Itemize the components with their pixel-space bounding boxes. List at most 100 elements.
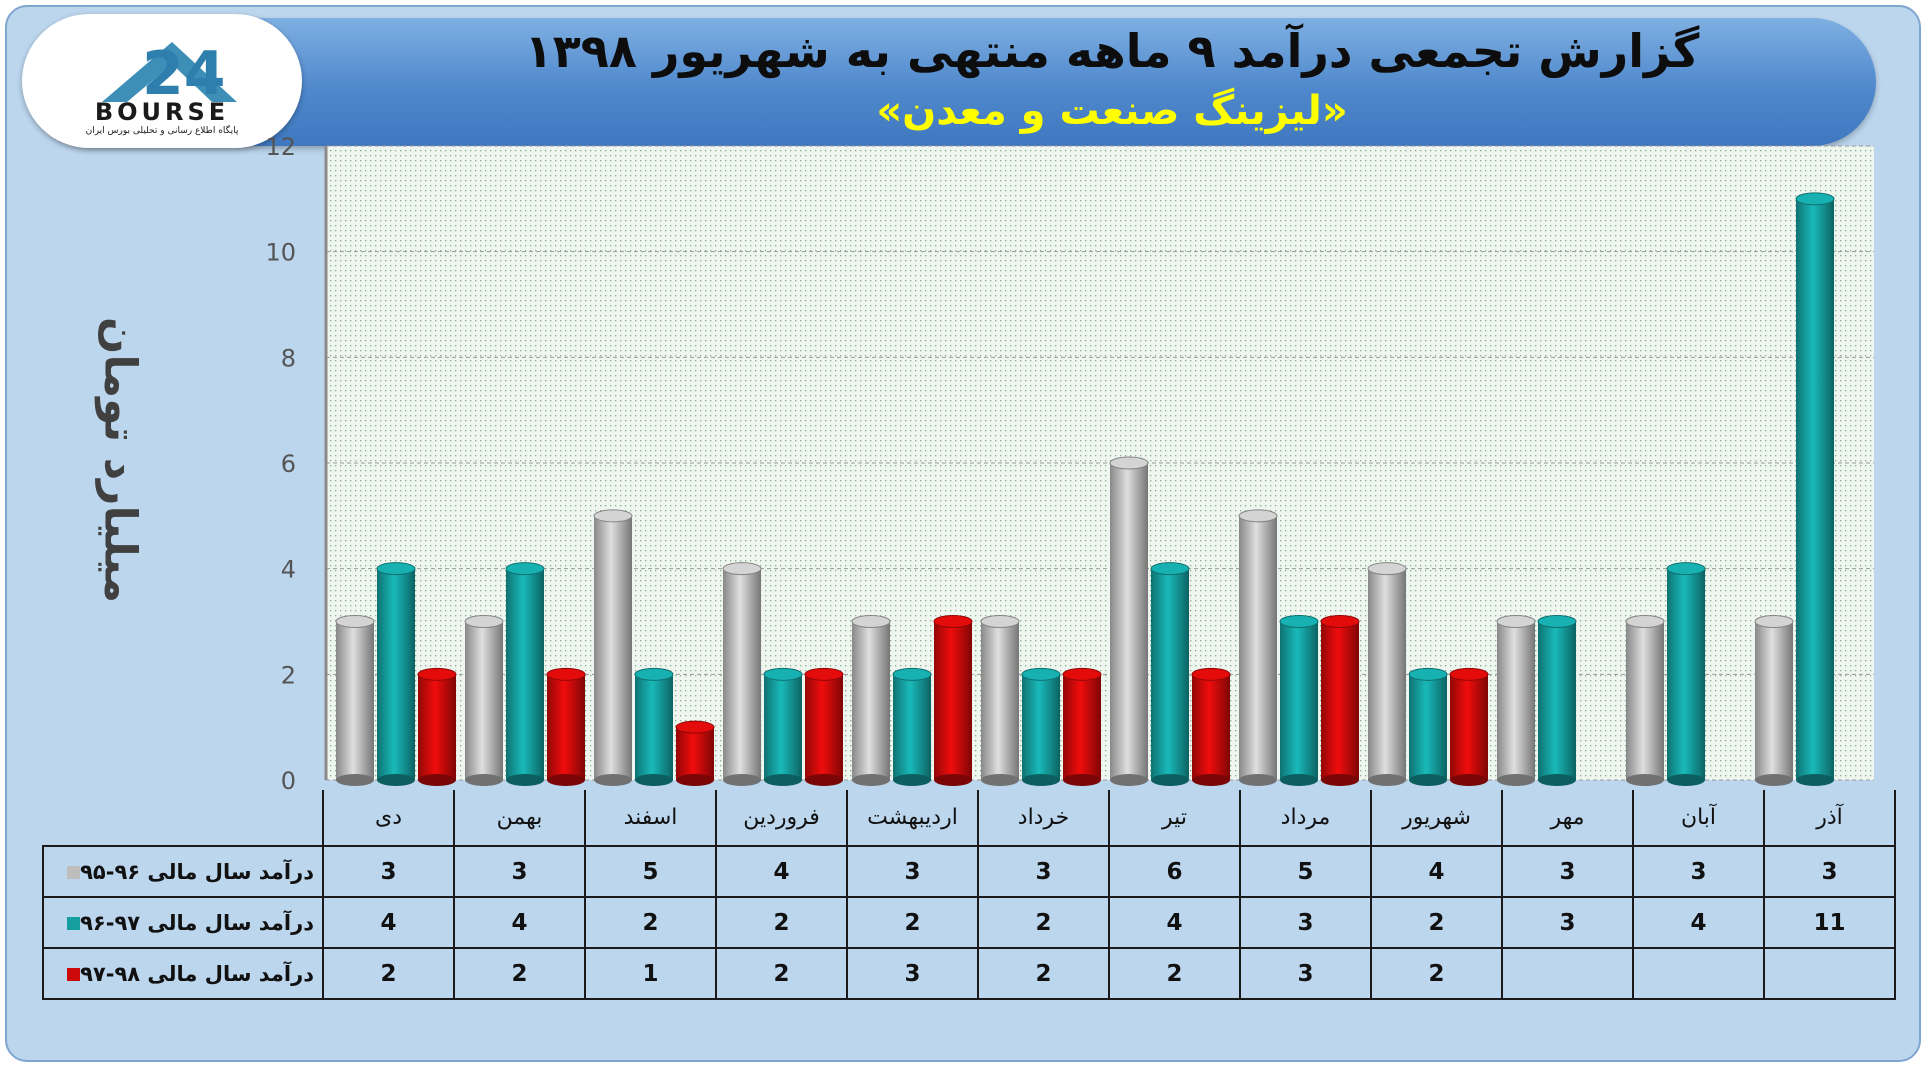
category-label: آبان (1632, 790, 1765, 847)
data-value: 2 (453, 947, 586, 1000)
data-value: 2 (322, 947, 455, 1000)
bar (933, 615, 973, 786)
legend-entry: درآمد سال مالی ۹۶-۹۵ (42, 845, 324, 898)
bar (1449, 667, 1489, 786)
report-title: گزارش تجمعی درآمد ۹ ماهه منتهی به شهریور… (524, 24, 1700, 78)
bar (1062, 667, 1102, 786)
data-value: 2 (584, 896, 717, 949)
category-label: دی (322, 790, 455, 847)
legend-label: درآمد سال مالی ۹۷-۹۶ (80, 910, 314, 935)
legend-swatch (67, 866, 81, 879)
data-value: 3 (1501, 845, 1634, 898)
category-label: مرداد (1239, 790, 1372, 847)
bar (1625, 615, 1665, 786)
table-header-row: دی بهمن اسفند فروردین اردیبهشت خرداد تیر مرداد ش… (43, 790, 1896, 847)
y-tick-label: 0 (281, 767, 296, 790)
data-value: 4 (715, 845, 848, 898)
y-tick-label: 4 (281, 556, 296, 584)
bar (892, 667, 932, 786)
data-value: 4 (1108, 896, 1241, 949)
bar (417, 667, 457, 786)
data-value: 2 (1370, 947, 1503, 1000)
data-value: 4 (453, 896, 586, 949)
bar (1795, 192, 1835, 786)
data-value: 3 (1501, 896, 1634, 949)
data-value: 3 (1632, 845, 1765, 898)
data-value: 2 (1370, 896, 1503, 949)
category-label: خرداد (977, 790, 1110, 847)
data-value: 3 (1763, 845, 1896, 898)
data-value: 1 (584, 947, 717, 1000)
data-value: 3 (977, 845, 1110, 898)
data-value: 5 (1239, 845, 1372, 898)
bourse-logo: 24 BOURSE پایگاه اطلاع رسانی و تحلیلی بو… (22, 14, 302, 148)
y-tick-label: 2 (281, 661, 296, 689)
bar (980, 615, 1020, 786)
data-value (1632, 947, 1765, 1000)
y-tick-label: 10 (265, 239, 296, 267)
category-label: مهر (1501, 790, 1634, 847)
bar (376, 562, 416, 786)
table-row: درآمد سال مالی ۹۷-۹۶ 4 4 2 2 2 2 4 3 2 3 4 11 (42, 896, 1896, 949)
bar (722, 562, 762, 786)
data-value: 3 (846, 845, 979, 898)
data-value: 3 (1239, 896, 1372, 949)
bar-chart: 0 2 4 6 8 10 12 (265, 133, 1874, 790)
y-tick-label: 12 (265, 133, 296, 161)
data-table: دی بهمن اسفند فروردین اردیبهشت خرداد تیر مرداد ش… (42, 790, 1896, 1000)
bar (1109, 456, 1149, 786)
legend-entry: درآمد سال مالی ۹۷-۹۶ (42, 896, 324, 949)
bar (464, 615, 504, 786)
data-value: 4 (1632, 896, 1765, 949)
data-value (1763, 947, 1896, 1000)
bar (593, 509, 633, 786)
legend-label: درآمد سال مالی ۹۶-۹۵ (80, 859, 314, 884)
data-value: 4 (1370, 845, 1503, 898)
category-label: اردیبهشت (846, 790, 979, 847)
bar (1279, 615, 1319, 786)
bar (634, 667, 674, 786)
bar (1021, 667, 1061, 786)
title-banner: گزارش تجمعی درآمد ۹ ماهه منتهی به شهریور… (28, 18, 1876, 146)
data-value: 2 (715, 896, 848, 949)
bar (675, 720, 715, 786)
category-label: آذر (1763, 790, 1896, 847)
bar (1191, 667, 1231, 786)
logo-text: BOURSE (94, 98, 230, 126)
legend-swatch (67, 917, 81, 930)
table-corner (43, 790, 324, 846)
logo-subtext: پایگاه اطلاع رسانی و تحلیلی بورس ایران (85, 126, 239, 136)
legend-entry: درآمد سال مالی ۹۸-۹۷ (42, 947, 324, 1000)
category-label: تیر (1108, 790, 1241, 847)
data-value: 2 (846, 896, 979, 949)
data-value: 3 (846, 947, 979, 1000)
logo-mark-icon: 24 (102, 39, 237, 104)
table-row: درآمد سال مالی ۹۶-۹۵ 3 3 5 4 3 3 6 5 4 3 3 3 (42, 845, 1896, 898)
category-label: اسفند (584, 790, 717, 847)
data-value: 2 (715, 947, 848, 1000)
bar (1408, 667, 1448, 786)
bar (1367, 562, 1407, 786)
bar (763, 667, 803, 786)
bar (1496, 615, 1536, 786)
legend-label: درآمد سال مالی ۹۸-۹۷ (80, 961, 314, 986)
data-value: 2 (977, 896, 1110, 949)
table-row: درآمد سال مالی ۹۸-۹۷ 2 2 1 2 3 2 2 3 2 (42, 947, 1896, 1000)
bar (851, 615, 891, 786)
data-value: 3 (1239, 947, 1372, 1000)
bar (1150, 562, 1190, 786)
category-label: بهمن (453, 790, 586, 847)
data-value: 3 (322, 845, 455, 898)
bar (1754, 615, 1794, 786)
y-tick-label: 6 (281, 450, 296, 478)
report-subtitle: «لیزینگ صنعت و معدن» (876, 88, 1348, 134)
category-label: شهریور (1370, 790, 1503, 847)
bar (804, 667, 844, 786)
data-value: 6 (1108, 845, 1241, 898)
bar (1666, 562, 1706, 786)
y-tick-label: 8 (281, 344, 296, 372)
data-value: 2 (977, 947, 1110, 1000)
category-label: فروردین (715, 790, 848, 847)
bar (1320, 615, 1360, 786)
data-value: 2 (1108, 947, 1241, 1000)
